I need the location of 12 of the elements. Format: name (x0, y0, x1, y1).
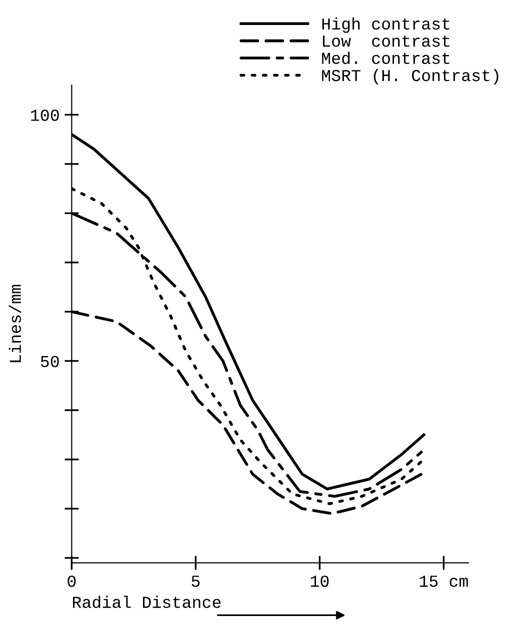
legend-label: MSRT (H. Contrast) (322, 68, 498, 85)
legend-label: High contrast (322, 17, 450, 33)
x-tick-label: 10 (310, 576, 329, 587)
y-tick-label: 50 (40, 356, 59, 368)
legend-label: Low contrast (322, 36, 450, 47)
x-tick-label: 0 (68, 576, 76, 587)
x-tick-label: 15 cm (420, 576, 468, 587)
legend-label: Med. contrast (322, 52, 450, 64)
y-axis-title: Lines/mm (8, 284, 22, 362)
x-axis-title: Radial Distance (73, 596, 221, 608)
x-tick-label: 5 (192, 576, 200, 587)
y-tick-label: 100 (31, 110, 59, 121)
